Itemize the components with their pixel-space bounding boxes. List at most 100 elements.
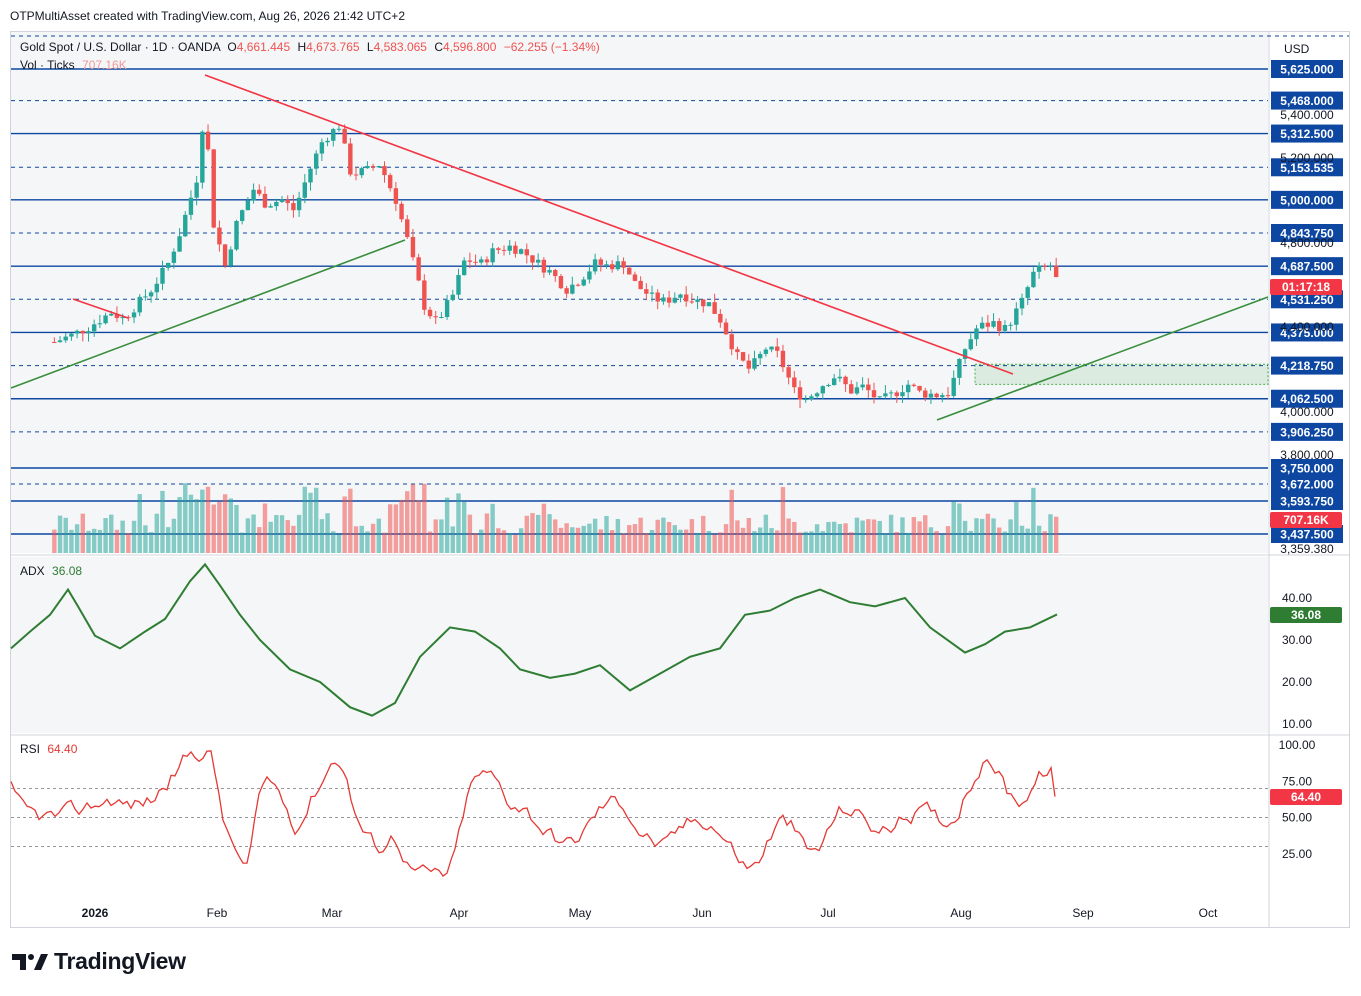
level-label-bg: [1271, 475, 1343, 493]
volume-bar: [729, 489, 734, 553]
candle-body: [439, 316, 444, 318]
volume-bar: [1002, 531, 1008, 553]
rsi-axis-tick: 25.00: [1282, 847, 1312, 861]
volume-bar: [792, 521, 797, 553]
time-axis-tick: Apr: [450, 906, 469, 920]
volume-bar: [780, 487, 786, 553]
volume-bar: [826, 522, 831, 553]
candle-body: [200, 131, 205, 183]
candle-body: [905, 384, 911, 393]
volume-bar: [336, 534, 342, 553]
level-label-bg: [1271, 190, 1343, 209]
candle-body: [183, 214, 188, 237]
adx-axis-tick: 40.00: [1282, 591, 1312, 605]
tradingview-logo[interactable]: TradingView: [12, 948, 186, 975]
candle-body: [979, 322, 985, 329]
candle-body: [854, 387, 860, 394]
candle-body: [1002, 324, 1008, 331]
level-label-bg: [1271, 158, 1343, 177]
candle-body: [126, 317, 131, 319]
candle-body: [57, 340, 63, 343]
candle-body: [553, 270, 558, 277]
candle-body: [951, 377, 956, 396]
candle-body: [114, 313, 120, 319]
volume-bar: [883, 533, 888, 553]
candle-body: [222, 244, 228, 266]
candle-body: [917, 385, 922, 391]
volume-bar: [291, 525, 296, 553]
candle-body: [991, 321, 996, 327]
candle-body: [382, 166, 387, 176]
candle-body: [627, 267, 632, 275]
currency-label[interactable]: USD: [1284, 42, 1310, 56]
volume-bar: [456, 493, 461, 553]
volume-bar: [365, 531, 370, 553]
volume-bar: [205, 486, 211, 553]
price-axis-tick: 5,200.000: [1280, 151, 1334, 165]
candle-body: [325, 140, 330, 143]
volume-bar: [843, 523, 848, 553]
candle-body: [729, 334, 734, 350]
candle-body: [877, 396, 882, 398]
price-axis-tick: 4,000.000: [1280, 405, 1334, 419]
candle-body: [535, 259, 541, 263]
volume-bar: [382, 532, 387, 553]
volume-bar: [52, 529, 57, 553]
volume-bar: [165, 527, 171, 553]
volume-bar: [672, 525, 677, 553]
volume-bar: [849, 532, 854, 553]
volume-bar: [245, 518, 251, 553]
candle-body: [376, 166, 381, 168]
volume-bar: [103, 517, 108, 553]
volume-bar: [393, 504, 399, 553]
candle-body: [348, 143, 353, 175]
level-label: 4,375.000: [1280, 326, 1334, 340]
candle-body: [1036, 265, 1042, 272]
candle-body: [461, 260, 467, 276]
volume-bar: [80, 513, 86, 553]
candle-body: [63, 336, 68, 341]
candle-body: [701, 299, 706, 307]
candle-body: [319, 142, 325, 154]
candle-body: [695, 299, 700, 302]
volume-bar: [911, 517, 917, 553]
volume-bar: [416, 500, 421, 553]
candle-body: [826, 385, 831, 387]
volume-bar: [444, 497, 450, 553]
adx-line: [10, 562, 1058, 717]
candle-body: [786, 367, 791, 378]
candle-body: [644, 289, 649, 294]
volume-bar: [86, 530, 91, 553]
volume-bar: [803, 531, 808, 553]
volume-bar: [126, 533, 131, 553]
level-label-bg: [1271, 356, 1343, 375]
candle-body: [1048, 265, 1053, 267]
candle-body: [524, 249, 529, 256]
level-label: 5,468.000: [1280, 94, 1334, 108]
level-label: 3,672.000: [1280, 478, 1334, 492]
candle-body: [154, 283, 160, 293]
candle-body: [814, 393, 820, 397]
candle-body: [296, 197, 302, 211]
candle-body: [359, 168, 364, 176]
time-axis-tick: Jul: [820, 906, 835, 920]
candle-body: [484, 259, 490, 263]
candle-body: [285, 199, 290, 204]
volume-bar: [370, 523, 376, 553]
candle-body: [1053, 265, 1059, 277]
volume-bar: [461, 501, 467, 553]
candle-body: [228, 249, 233, 266]
volume-bar: [262, 503, 268, 553]
candle-body: [883, 393, 888, 397]
volume-bar: [837, 523, 843, 553]
candle-body: [211, 149, 216, 228]
level-label-bg: [1271, 124, 1343, 143]
candle-body: [91, 324, 97, 332]
low-label: L: [366, 40, 374, 54]
candle-body: [342, 128, 347, 144]
volume-bar: [467, 514, 473, 553]
candle-body: [997, 321, 1002, 331]
volume-bar: [621, 533, 626, 553]
volume-bar: [211, 504, 216, 553]
